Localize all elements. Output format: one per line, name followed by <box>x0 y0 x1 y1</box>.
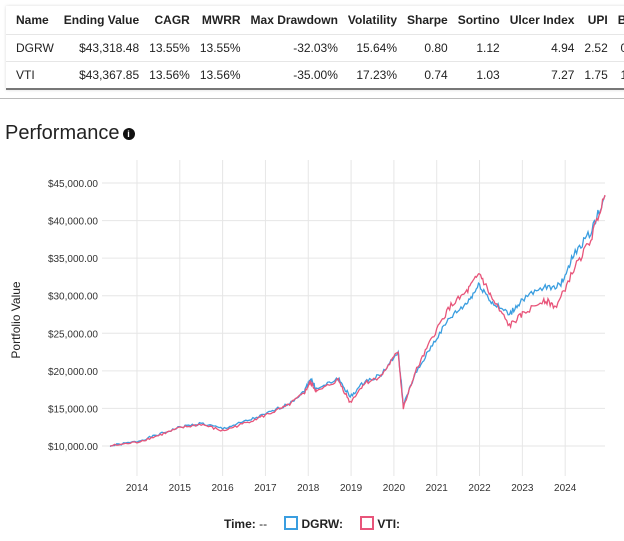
table-row: VTI $43,367.85 13.56% 13.56% -35.00% 17.23% 0.… <box>6 61 624 90</box>
vti-legend-box[interactable] <box>360 516 375 530</box>
column-header[interactable]: MWRR <box>201 13 241 27</box>
column-header[interactable]: Max Drawdown <box>250 13 338 27</box>
y-tick-label: $30,000.00 <box>48 292 98 303</box>
column-header[interactable]: Name <box>16 13 49 27</box>
table-cell: 7.27 <box>504 61 580 90</box>
y-tick-label: $45,000.00 <box>48 179 98 190</box>
x-tick-label: 2020 <box>383 483 406 494</box>
table-cell: 1.03 <box>452 61 505 90</box>
series-line-vti <box>110 194 606 447</box>
table-cell: 15.64% <box>342 34 403 62</box>
y-tick-label: $20,000.00 <box>48 367 98 378</box>
table-cell: -35.00% <box>245 61 343 90</box>
x-tick-label: 2016 <box>211 483 234 494</box>
y-tick-label: $40,000.00 <box>48 217 98 228</box>
y-tick-label: $10,000.00 <box>48 442 98 453</box>
column-header[interactable]: Sortino <box>457 13 500 27</box>
y-tick-label: $35,000.00 <box>48 254 98 265</box>
table-cell: $43,367.85 <box>58 61 145 90</box>
table-cell: $43,318.48 <box>58 34 145 62</box>
y-tick-label: $25,000.00 <box>48 329 98 340</box>
table-cell: 0.74 <box>402 61 453 90</box>
x-tick-label: 2024 <box>554 483 577 494</box>
table-cell: 13.56% <box>144 61 195 90</box>
column-header[interactable]: Volatility <box>347 13 398 27</box>
divider <box>0 98 624 99</box>
time-label: Time: <box>223 517 256 531</box>
table-row: DGRW $43,318.48 13.55% 13.55% -32.03% 15.64% 0… <box>6 34 624 62</box>
table-cell: -32.03% <box>245 34 343 62</box>
column-header[interactable]: Ulcer Index <box>509 13 575 27</box>
vti-legend-label: VTI: <box>377 517 401 531</box>
column-header[interactable]: Beta <box>617 13 624 27</box>
column-header[interactable]: CAGR <box>154 13 190 27</box>
stats-table: Name Ending Value CAGR MWRR Max Drawdown Vola… <box>6 6 624 90</box>
table-cell: 1.75 <box>579 61 613 90</box>
dgrw-legend-label: DGRW: <box>301 517 344 531</box>
x-tick-label: 2019 <box>340 483 363 494</box>
x-tick-label: 2017 <box>254 483 277 494</box>
table-cell: 0.80 <box>402 34 453 62</box>
table-cell: DGRW <box>6 34 59 62</box>
column-header[interactable]: Ending Value <box>63 13 140 27</box>
table-cell: 17.23% <box>342 61 403 90</box>
x-tick-label: 2018 <box>297 483 320 494</box>
table-cell: 4.94 <box>504 34 580 62</box>
x-tick-label: 2021 <box>426 483 449 494</box>
performance-title: Performance <box>5 122 120 144</box>
column-header[interactable]: UPI <box>587 13 608 27</box>
y-axis-label: Portfolio Value <box>9 281 23 358</box>
table-cell: 2.52 <box>579 34 613 62</box>
table-cell: 13.55% <box>144 34 195 62</box>
x-tick-label: 2014 <box>126 483 149 494</box>
table-cell: 1.02 <box>612 61 624 90</box>
legend: Time: -- DGRW: VTI: <box>0 516 624 531</box>
series-line-dgrw <box>109 195 606 448</box>
column-header[interactable]: Sharpe <box>407 13 448 27</box>
table-cell: VTI <box>6 61 59 90</box>
x-tick-label: 2023 <box>511 483 534 494</box>
y-tick-label: $15,000.00 <box>48 404 98 415</box>
table-cell: 13.55% <box>194 34 246 62</box>
info-icon[interactable]: i <box>122 128 135 140</box>
table-cell: 0.90 <box>612 34 624 62</box>
table-cell: 13.56% <box>194 61 246 90</box>
dgrw-legend-box[interactable] <box>284 516 299 530</box>
table-cell: 1.12 <box>452 34 505 62</box>
x-tick-label: 2022 <box>468 483 491 494</box>
x-tick-label: 2015 <box>169 483 192 494</box>
section-title: Performance i <box>5 122 135 145</box>
time-value: -- <box>259 517 268 531</box>
